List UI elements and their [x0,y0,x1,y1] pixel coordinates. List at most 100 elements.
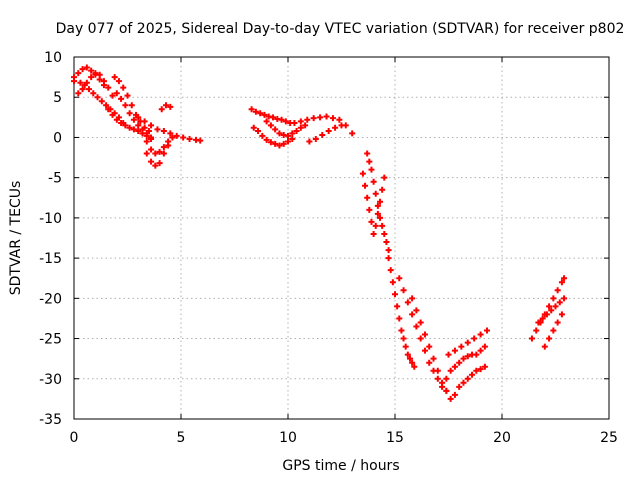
data-point [368,166,375,173]
data-point [434,375,441,382]
data-point [103,102,110,109]
data-point [484,327,491,334]
data-point [481,343,488,350]
data-point [263,118,270,125]
data-point [148,134,155,141]
data-point [126,110,133,117]
data-point [100,78,107,85]
data-points [71,64,568,402]
data-point [105,84,112,91]
data-point [392,291,398,298]
data-point [130,116,137,123]
data-point [451,363,458,370]
data-point [558,311,565,318]
data-point [464,375,471,382]
x-tick-label: 5 [177,430,186,446]
data-point [257,110,264,117]
data-point [385,247,392,254]
data-point [379,186,386,193]
data-point [556,299,563,306]
data-point [186,136,193,143]
data-point [306,138,313,145]
data-point [364,194,371,201]
data-point [426,359,433,366]
data-point [543,311,550,318]
data-point [370,178,377,185]
data-point [417,335,424,342]
y-tick-label: -10 [39,211,62,227]
data-point [310,115,317,122]
data-point [291,119,298,126]
y-tick-label: -20 [39,291,62,307]
data-point [366,206,373,213]
data-point [297,118,304,125]
data-point [126,124,133,131]
data-point [169,134,176,141]
y-axis-label: SDTVAR / TECUs [8,181,24,296]
data-point [302,122,309,129]
data-point [197,137,204,144]
data-point [434,367,441,374]
data-point [406,355,413,362]
data-point [456,359,463,366]
data-point [167,130,174,137]
data-point [143,138,150,145]
data-point [368,218,375,225]
data-point [255,128,262,135]
data-point [158,106,165,113]
data-point [270,114,277,121]
data-point [122,102,129,109]
data-point [413,323,420,330]
data-point [409,359,416,366]
data-point [160,128,167,135]
data-point [156,160,163,167]
tick-labels: 0 5 10 15 20 25 10 5 0 -5 -10 -15 -20 -25 -30 -35 [39,50,618,446]
data-point [445,351,452,358]
data-point [135,114,142,121]
data-point [469,371,476,378]
data-point [443,375,450,382]
data-point [481,363,488,370]
data-point [128,102,135,109]
data-point [458,343,465,350]
data-point [550,295,557,302]
data-point [548,307,555,314]
data-point [88,74,95,81]
data-point [381,230,388,237]
x-axis-label: GPS time / hours [282,458,399,474]
data-point [464,353,471,360]
data-point [118,119,125,126]
data-point [389,279,396,286]
data-point [122,122,129,129]
data-point [546,303,553,310]
data-point [252,108,259,115]
data-point [261,111,268,118]
data-point [535,319,542,326]
data-point [387,267,394,274]
data-point [267,122,274,129]
y-tick-label: -35 [39,412,62,428]
data-point [165,142,172,149]
data-point [381,174,388,181]
y-tick-label: -15 [39,251,62,267]
data-point [88,67,95,74]
y-tick-label: 5 [53,90,62,106]
data-point [336,116,343,123]
data-point [152,150,159,157]
data-point [319,132,326,139]
data-point [372,222,379,229]
data-point [120,84,127,91]
data-point [554,319,561,326]
data-point [160,144,167,151]
data-point [113,90,120,97]
data-point [533,327,540,334]
data-point [359,170,366,177]
data-point [477,331,484,338]
data-point [451,391,458,398]
data-point [362,182,369,189]
data-point [400,335,407,342]
y-tick-label: -25 [39,332,62,348]
data-point [460,355,467,362]
data-point [77,79,84,86]
data-point [409,295,416,302]
